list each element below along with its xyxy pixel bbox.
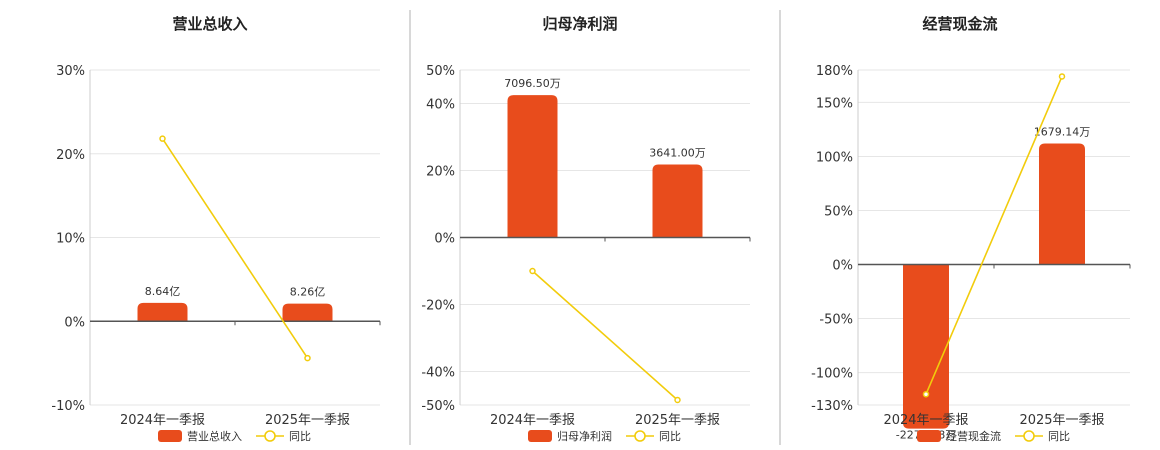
bar <box>652 164 703 238</box>
legend-bar-swatch <box>158 430 182 442</box>
legend-bar-swatch <box>917 430 941 442</box>
chart-title: 营业总收入 <box>172 15 247 33</box>
yoy-point <box>674 396 681 404</box>
y-tick-label: 50% <box>426 64 455 79</box>
y-tick-label: -20% <box>421 299 455 314</box>
x-category-label: 2024年一季报 <box>120 413 205 428</box>
legend-line-label: 同比 <box>1048 430 1070 443</box>
bar-data-label: 1679.14万 <box>1034 125 1091 138</box>
y-tick-label: 0% <box>434 232 455 247</box>
yoy-line <box>161 138 309 359</box>
y-tick-label: -40% <box>421 366 455 381</box>
bar <box>1039 143 1085 265</box>
legend-line-marker <box>1023 430 1035 442</box>
y-tick-label: -10% <box>51 399 85 414</box>
y-tick-label: -100% <box>811 367 853 382</box>
y-tick-label: 30% <box>56 64 85 79</box>
y-tick-label: -50% <box>819 313 853 328</box>
y-tick-label: -130% <box>811 399 853 414</box>
legend-bar-label: 经营现金流 <box>946 429 1001 443</box>
bar-data-label: 7096.50万 <box>504 77 561 90</box>
bar <box>507 95 558 238</box>
legend-line-marker <box>264 430 276 442</box>
legend-line-label: 同比 <box>659 430 681 443</box>
bar <box>137 302 188 322</box>
yoy-point <box>529 267 536 275</box>
bar <box>903 264 949 429</box>
legend-line-marker <box>634 430 646 442</box>
y-tick-label: 20% <box>56 148 85 163</box>
y-tick-label: 20% <box>426 165 455 180</box>
yoy-line <box>925 76 1063 395</box>
y-tick-label: 10% <box>56 232 85 247</box>
yoy-point <box>1058 73 1066 80</box>
bar <box>282 303 333 322</box>
legend-bar-label: 营业总收入 <box>187 429 242 443</box>
y-tick-label: -50% <box>421 399 455 414</box>
y-tick-label: 0% <box>832 259 853 274</box>
yoy-line <box>531 270 679 401</box>
x-category-label: 2025年一季报 <box>1019 413 1104 428</box>
yoy-point <box>304 354 311 362</box>
x-category-label: 2024年一季报 <box>883 413 968 428</box>
x-category-label: 2025年一季报 <box>635 413 720 428</box>
bar-data-label: 8.26亿 <box>290 286 326 299</box>
x-category-label: 2024年一季报 <box>490 413 575 428</box>
y-tick-label: 50% <box>824 204 853 219</box>
y-tick-label: 150% <box>816 96 853 111</box>
y-tick-label: 40% <box>426 98 455 113</box>
bar-data-label: 8.64亿 <box>145 285 181 298</box>
yoy-point <box>159 135 166 142</box>
y-tick-label: 180% <box>816 64 853 79</box>
chart-title: 归母净利润 <box>542 15 617 33</box>
legend-bar-swatch <box>528 430 552 442</box>
y-tick-label: 100% <box>816 150 853 165</box>
yoy-point <box>922 390 930 398</box>
legend-bar-label: 归母净利润 <box>557 429 612 443</box>
bar-data-label: 3641.00万 <box>649 146 706 159</box>
x-category-label: 2025年一季报 <box>265 413 350 428</box>
y-tick-label: 0% <box>64 315 85 330</box>
legend-line-label: 同比 <box>289 430 311 443</box>
chart-title: 经营现金流 <box>922 15 997 33</box>
